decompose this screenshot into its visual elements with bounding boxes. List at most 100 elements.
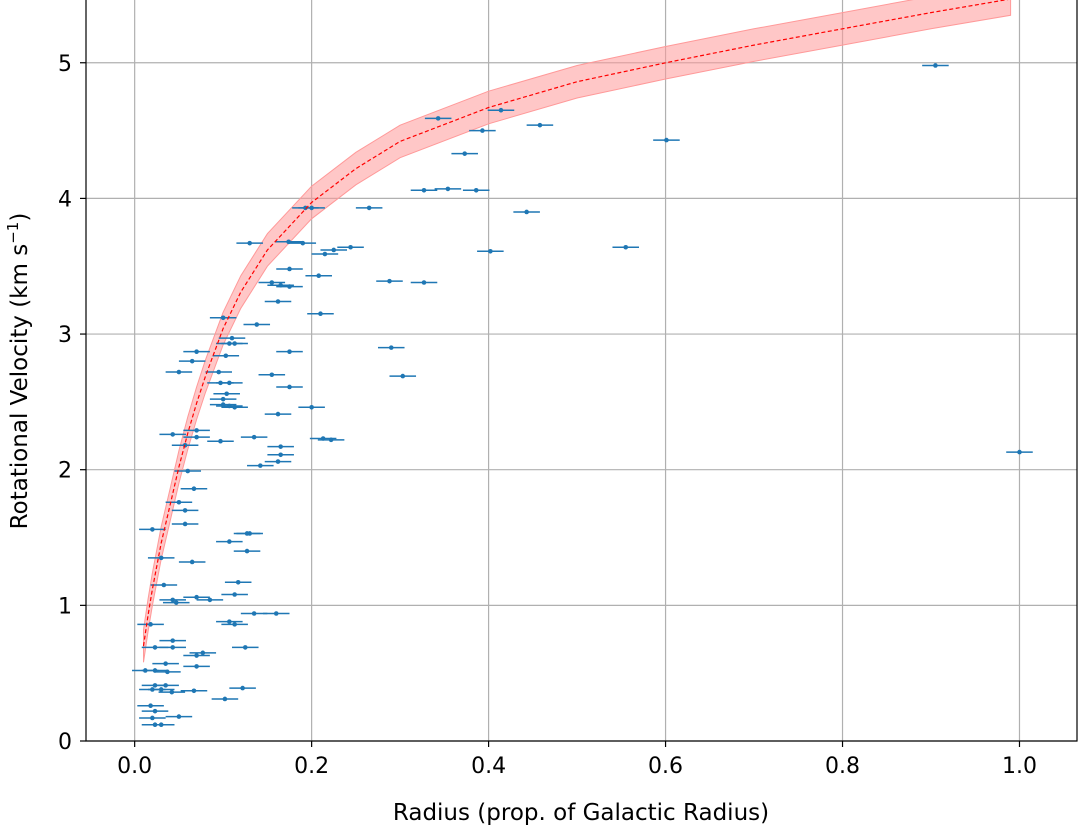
- y-tick-label-3: 3: [58, 323, 72, 348]
- point-marker: [316, 273, 322, 279]
- data-point-31: [289, 240, 317, 246]
- data-point-58: [213, 391, 240, 397]
- point-marker: [275, 411, 281, 417]
- data-point-68: [174, 468, 202, 474]
- x-axis-ticks: 0.0 0.2 0.4 0.6 0.8 1.0: [117, 741, 1037, 779]
- point-marker: [273, 611, 279, 616]
- y-tick-label-5: 5: [58, 52, 72, 77]
- data-point-92: [159, 638, 186, 643]
- data-point-108: [180, 688, 208, 694]
- point-marker: [435, 116, 441, 121]
- point-marker: [170, 645, 176, 650]
- point-marker: [258, 463, 263, 468]
- point-marker: [240, 685, 245, 691]
- data-point-106: [147, 687, 175, 692]
- point-marker: [287, 284, 292, 289]
- x-tick-label-5: 1.0: [1002, 754, 1037, 779]
- point-marker: [388, 345, 394, 350]
- point-marker: [318, 311, 323, 317]
- data-point-42: [240, 434, 268, 440]
- point-marker: [537, 122, 543, 128]
- point-marker: [235, 579, 241, 585]
- data-point-81: [221, 592, 248, 597]
- point-marker: [1017, 449, 1022, 455]
- data-point-5: [526, 122, 554, 128]
- y-axis-label-close: ): [7, 213, 33, 222]
- point-marker: [251, 434, 257, 440]
- point-marker: [191, 688, 197, 694]
- point-marker: [152, 708, 158, 714]
- data-point-91: [137, 622, 164, 627]
- y-axis-label-superscript: −1: [4, 222, 22, 244]
- data-point-96: [189, 650, 217, 656]
- point-marker: [194, 434, 199, 440]
- data-point-8: [451, 151, 478, 156]
- point-marker: [220, 402, 226, 407]
- data-point-53: [178, 358, 206, 364]
- data-point-95: [231, 645, 259, 650]
- data-point-55: [205, 369, 232, 375]
- data-point-75: [178, 559, 206, 565]
- point-marker: [161, 582, 167, 588]
- data-point-112: [141, 708, 169, 714]
- data-point-72: [171, 521, 199, 527]
- point-marker: [328, 437, 334, 443]
- data-point-46: [247, 463, 274, 468]
- point-marker: [194, 653, 199, 658]
- point-marker: [244, 531, 250, 536]
- data-point-39: [258, 372, 286, 378]
- data-point-77: [233, 531, 261, 536]
- point-marker: [309, 205, 314, 211]
- point-marker: [287, 266, 292, 272]
- data-point-101: [154, 669, 181, 675]
- data-point-2: [653, 137, 680, 143]
- point-marker: [322, 251, 328, 257]
- y-tick-label-4: 4: [58, 187, 72, 212]
- point-marker: [142, 668, 148, 673]
- data-point-71: [171, 508, 199, 513]
- point-marker: [158, 722, 164, 728]
- data-point-16: [410, 280, 438, 285]
- data-point-20: [298, 205, 325, 211]
- plot-frame: [85, 0, 1078, 742]
- point-marker: [300, 240, 306, 246]
- data-point-6: [469, 128, 496, 133]
- data-point-113: [165, 714, 193, 719]
- point-marker: [165, 669, 170, 675]
- data-point-69: [180, 486, 208, 491]
- data-point-98: [183, 664, 210, 669]
- data-point-51: [212, 353, 240, 359]
- data-point-0: [922, 63, 949, 68]
- point-marker: [229, 335, 235, 341]
- data-point-35: [276, 284, 303, 289]
- point-marker: [194, 349, 199, 354]
- point-marker: [220, 315, 226, 321]
- point-marker: [232, 622, 237, 627]
- point-marker: [189, 559, 195, 565]
- x-axis-label: Radius (prop. of Galactic Radius): [393, 800, 769, 826]
- data-point-83: [159, 597, 186, 603]
- data-point-10: [477, 249, 504, 254]
- data-point-74: [147, 555, 175, 561]
- point-marker: [445, 186, 451, 192]
- data-point-26: [298, 405, 325, 410]
- point-marker: [275, 459, 281, 464]
- point-marker: [170, 432, 176, 437]
- point-marker: [309, 405, 314, 410]
- data-point-78: [216, 539, 243, 544]
- y-axis-ticks: 0 1 2 3 4 5: [58, 52, 86, 755]
- fit-line: [142, 0, 1009, 647]
- point-marker: [150, 527, 155, 532]
- data-point-73: [139, 527, 166, 532]
- data-point-13: [462, 187, 490, 193]
- point-marker: [182, 521, 188, 527]
- data-point-116: [147, 722, 175, 728]
- data-point-70: [165, 499, 193, 505]
- point-marker: [251, 611, 257, 616]
- data-point-79: [233, 548, 261, 554]
- y-axis-label: Rotational Velocity (km s−1): [4, 213, 33, 530]
- point-marker: [176, 714, 182, 719]
- point-marker: [232, 592, 237, 597]
- point-marker: [158, 555, 164, 561]
- data-point-84: [162, 600, 190, 605]
